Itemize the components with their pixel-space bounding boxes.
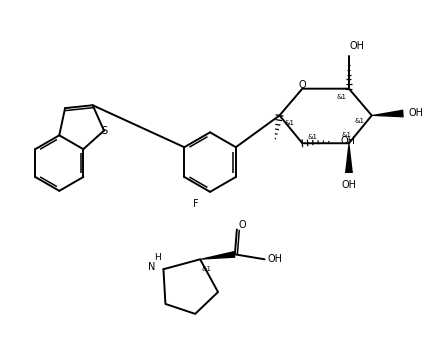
- Text: H: H: [154, 253, 161, 262]
- Text: OH: OH: [267, 254, 282, 264]
- Text: OH: OH: [342, 180, 357, 190]
- Text: S: S: [101, 126, 107, 136]
- Text: O: O: [239, 220, 247, 230]
- Text: &1: &1: [342, 132, 352, 138]
- Text: &1: &1: [284, 120, 294, 126]
- Text: N: N: [148, 262, 155, 272]
- Text: OH: OH: [350, 41, 364, 51]
- Polygon shape: [372, 110, 404, 117]
- Text: &1: &1: [307, 134, 317, 140]
- Text: F: F: [193, 199, 199, 209]
- Text: &1: &1: [355, 118, 365, 125]
- Text: OH: OH: [409, 109, 424, 118]
- Text: &1: &1: [201, 266, 211, 272]
- Text: &1: &1: [336, 94, 346, 100]
- Polygon shape: [345, 143, 353, 173]
- Polygon shape: [200, 251, 235, 260]
- Text: OH: OH: [340, 136, 356, 146]
- Text: O: O: [299, 80, 306, 90]
